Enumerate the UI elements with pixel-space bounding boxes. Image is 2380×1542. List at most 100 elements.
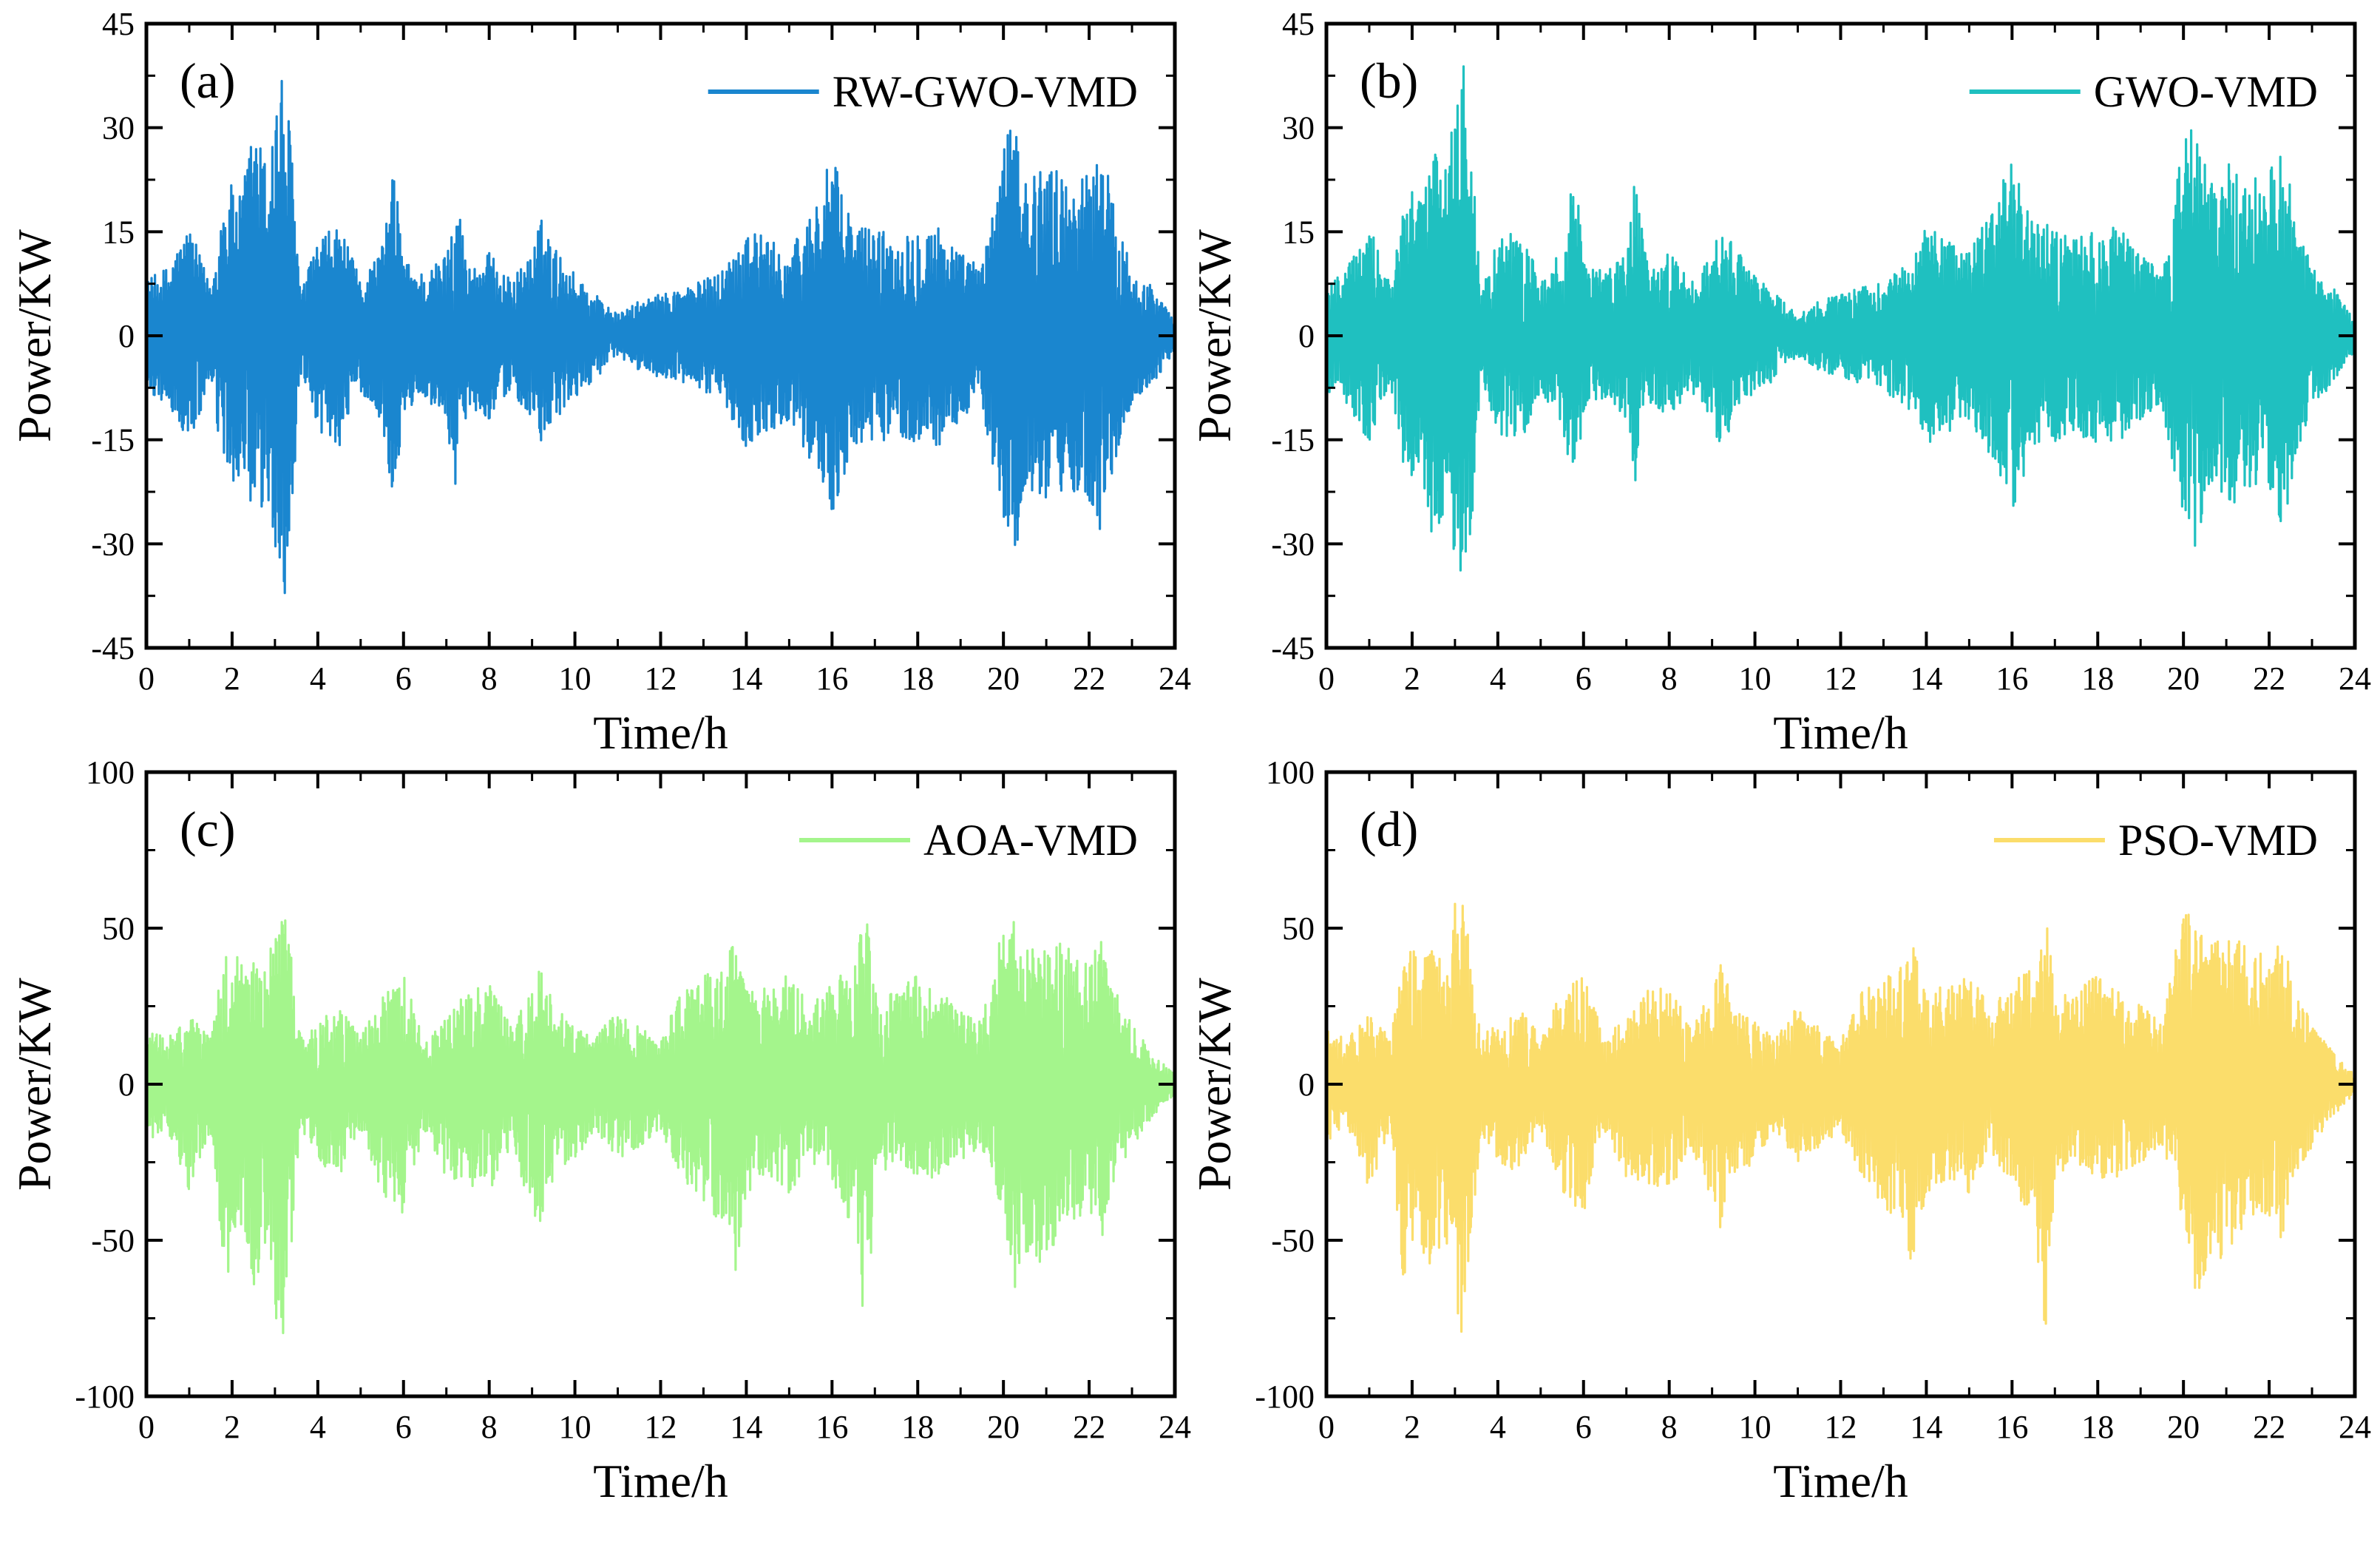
series-line <box>1326 902 2355 1333</box>
x-tick-label: 10 <box>559 1409 591 1445</box>
y-tick-label: 45 <box>1282 6 1315 42</box>
y-tick-label: 15 <box>102 214 135 250</box>
y-tick-label: 30 <box>102 110 135 146</box>
x-tick-label: 24 <box>2339 1409 2371 1445</box>
x-tick-label: 4 <box>310 660 326 697</box>
x-tick-label: 8 <box>481 660 498 697</box>
y-tick-label: 50 <box>102 910 135 947</box>
y-tick-label: 0 <box>118 1066 135 1103</box>
y-tick-label: -100 <box>75 1379 135 1415</box>
x-tick-label: 22 <box>2253 660 2285 697</box>
legend-label: AOA-VMD <box>923 816 1138 865</box>
chart-panel-b: 0 2 4 6 8 10 12 14 16 18 20 22 24-45-30-150153045Tim… <box>1188 6 2371 759</box>
x-tick-label: 24 <box>1159 1409 1191 1445</box>
x-axis-title: Time/h <box>593 706 728 759</box>
x-tick-label: 22 <box>2253 1409 2285 1445</box>
x-tick-label: 16 <box>816 660 848 697</box>
x-tick-label: 16 <box>1996 660 2028 697</box>
y-axis-title: Power/KW <box>1188 977 1241 1191</box>
x-tick-label: 22 <box>1073 660 1105 697</box>
x-tick-label: 0 <box>1318 660 1335 697</box>
y-tick-label: 0 <box>1298 1066 1315 1103</box>
x-tick-label: 14 <box>1910 660 1942 697</box>
y-tick-label: 0 <box>1298 318 1315 354</box>
x-axis-title: Time/h <box>1773 1455 1908 1507</box>
legend: PSO-VMD <box>1993 816 2318 865</box>
x-tick-label: 8 <box>481 1409 498 1445</box>
series-line <box>1326 65 2355 572</box>
legend: AOA-VMD <box>799 816 1138 865</box>
x-tick-label: 2 <box>224 1409 240 1445</box>
x-tick-label: 2 <box>1404 660 1420 697</box>
panel-label: (b) <box>1360 53 1418 109</box>
x-tick-label: 6 <box>396 660 412 697</box>
y-tick-label: -100 <box>1255 1379 1315 1415</box>
y-tick-label: 30 <box>1282 110 1315 146</box>
x-tick-label: 12 <box>645 1409 677 1445</box>
x-tick-label: 12 <box>645 660 677 697</box>
x-tick-label: 0 <box>138 1409 155 1445</box>
legend-label: RW-GWO-VMD <box>833 67 1138 116</box>
chart-panel-c: 0 2 4 6 8 10 12 14 16 18 20 22 24-100-50050100Time/h… <box>8 754 1191 1507</box>
y-tick-label: -50 <box>91 1223 135 1259</box>
x-tick-label: 8 <box>1661 660 1678 697</box>
x-tick-label: 22 <box>1073 1409 1105 1445</box>
x-tick-label: 20 <box>987 660 1020 697</box>
x-tick-label: 24 <box>2339 660 2371 697</box>
x-tick-label: 12 <box>1825 1409 1857 1445</box>
x-tick-label: 18 <box>901 660 934 697</box>
x-tick-label: 20 <box>2167 1409 2200 1445</box>
x-tick-label: 4 <box>1490 660 1506 697</box>
x-tick-label: 18 <box>901 1409 934 1445</box>
x-tick-label: 14 <box>730 1409 762 1445</box>
y-tick-label: 100 <box>1266 754 1315 791</box>
x-tick-label: 4 <box>1490 1409 1506 1445</box>
x-tick-label: 14 <box>1910 1409 1942 1445</box>
x-tick-label: 0 <box>138 660 155 697</box>
y-tick-label: -30 <box>91 526 135 562</box>
y-tick-label: 15 <box>1282 214 1315 250</box>
x-tick-label: 4 <box>310 1409 326 1445</box>
y-tick-label: -45 <box>91 630 135 666</box>
x-tick-label: 20 <box>2167 660 2200 697</box>
x-tick-label: 2 <box>224 660 240 697</box>
chart-panel-d: 0 2 4 6 8 10 12 14 16 18 20 22 24-100-50050100Time/h… <box>1188 754 2371 1507</box>
y-tick-label: -30 <box>1271 526 1315 562</box>
x-tick-label: 10 <box>1739 1409 1772 1445</box>
x-tick-label: 24 <box>1159 660 1191 697</box>
panel-label: (c) <box>180 801 235 857</box>
x-tick-label: 10 <box>1739 660 1772 697</box>
x-tick-label: 16 <box>1996 1409 2028 1445</box>
x-tick-label: 6 <box>396 1409 412 1445</box>
y-tick-label: -50 <box>1271 1223 1315 1259</box>
x-tick-label: 6 <box>1576 1409 1592 1445</box>
series-line <box>146 80 1175 595</box>
x-tick-label: 10 <box>559 660 591 697</box>
x-tick-label: 0 <box>1318 1409 1335 1445</box>
y-axis-title: Power/KW <box>8 229 61 442</box>
x-tick-label: 18 <box>2081 660 2114 697</box>
series-line <box>146 919 1175 1334</box>
legend: RW-GWO-VMD <box>708 67 1138 116</box>
y-axis-title: Power/KW <box>8 977 61 1191</box>
y-tick-label: 50 <box>1282 910 1315 947</box>
x-axis-title: Time/h <box>1773 706 1908 759</box>
y-tick-label: 100 <box>86 754 135 791</box>
x-tick-label: 16 <box>816 1409 848 1445</box>
y-axis-title: Power/KW <box>1188 229 1241 442</box>
x-tick-label: 8 <box>1661 1409 1678 1445</box>
x-tick-label: 6 <box>1576 660 1592 697</box>
x-axis-title: Time/h <box>593 1455 728 1507</box>
x-tick-label: 14 <box>730 660 762 697</box>
y-tick-label: -45 <box>1271 630 1315 666</box>
x-tick-label: 2 <box>1404 1409 1420 1445</box>
legend: GWO-VMD <box>1969 67 2318 116</box>
legend-label: GWO-VMD <box>2094 67 2318 116</box>
y-tick-label: 45 <box>102 6 135 42</box>
legend-label: PSO-VMD <box>2118 816 2318 865</box>
y-tick-label: -15 <box>1271 422 1315 459</box>
x-tick-label: 12 <box>1825 660 1857 697</box>
y-tick-label: -15 <box>91 422 135 459</box>
x-tick-label: 20 <box>987 1409 1020 1445</box>
